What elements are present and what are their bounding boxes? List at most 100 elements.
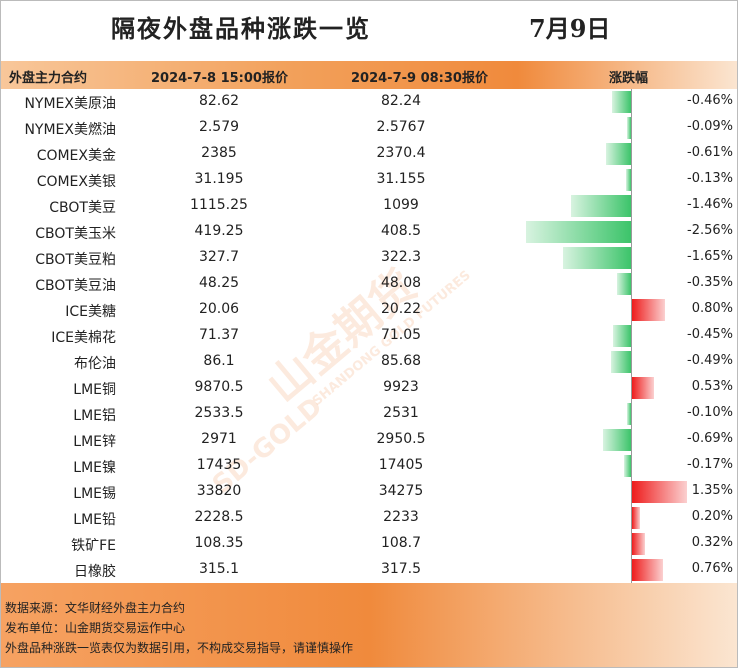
price-prev: 108.35 bbox=[194, 535, 244, 551]
zero-axis bbox=[631, 89, 632, 583]
change-bar bbox=[632, 299, 665, 321]
price-now: 34275 bbox=[378, 483, 424, 499]
change-label: 0.76% bbox=[691, 561, 733, 576]
footer-line: 外盘品种涨跌一览表仅为数据引用，不构成交易指导，请谨慎操作 bbox=[5, 641, 354, 655]
price-now: 2370.4 bbox=[376, 145, 426, 161]
price-now: 2950.5 bbox=[376, 431, 426, 447]
price-prev: 33820 bbox=[196, 483, 242, 499]
row-name: LME锌 bbox=[73, 434, 116, 450]
change-label: 0.80% bbox=[691, 301, 733, 316]
row-name: NYMEX美原油 bbox=[24, 96, 116, 112]
row-name: LME铝 bbox=[73, 408, 116, 424]
change-bar bbox=[632, 377, 654, 399]
column-header: 外盘主力合约 bbox=[9, 71, 88, 86]
change-bar bbox=[605, 143, 631, 165]
row-name: CBOT美豆粕 bbox=[35, 252, 116, 268]
price-now: 2.5767 bbox=[376, 119, 426, 135]
price-prev: 31.195 bbox=[194, 171, 244, 187]
row-name: LME镍 bbox=[73, 460, 116, 476]
price-now: 85.68 bbox=[380, 353, 422, 369]
row-name: ICE美糖 bbox=[65, 304, 116, 320]
row-name: LME铅 bbox=[73, 512, 116, 528]
price-prev: 2385 bbox=[201, 145, 237, 161]
change-bar bbox=[526, 221, 631, 243]
price-now: 17405 bbox=[378, 457, 424, 473]
change-bar bbox=[602, 429, 631, 451]
column-header: 2024-7-8 15:00报价 bbox=[151, 71, 288, 86]
price-prev: 315.1 bbox=[198, 561, 240, 577]
row-name: NYMEX美燃油 bbox=[24, 122, 116, 138]
change-bar bbox=[571, 195, 631, 217]
price-prev: 17435 bbox=[196, 457, 242, 473]
change-bar bbox=[632, 507, 641, 529]
change-label: -1.46% bbox=[687, 197, 733, 212]
price-now: 2531 bbox=[383, 405, 419, 421]
change-label: -0.10% bbox=[687, 405, 733, 420]
price-now: 71.05 bbox=[380, 327, 422, 343]
price-now: 2233 bbox=[383, 509, 419, 525]
price-prev: 82.62 bbox=[198, 93, 240, 109]
change-bar bbox=[625, 169, 631, 191]
change-label: -1.65% bbox=[687, 249, 733, 264]
price-now: 322.3 bbox=[380, 249, 422, 265]
price-prev: 419.25 bbox=[194, 223, 244, 239]
row-name: CBOT美豆油 bbox=[35, 278, 116, 294]
change-label: -0.45% bbox=[687, 327, 733, 342]
price-prev: 1115.25 bbox=[190, 197, 248, 213]
price-prev: 2971 bbox=[201, 431, 237, 447]
footer-line: 发布单位：山金期货交易运作中心 bbox=[5, 621, 186, 635]
row-name: COMEX美银 bbox=[36, 174, 116, 190]
change-label: -0.46% bbox=[687, 93, 733, 108]
price-prev: 327.7 bbox=[198, 249, 240, 265]
change-bar bbox=[627, 117, 631, 139]
change-bar bbox=[616, 273, 631, 295]
price-prev: 9870.5 bbox=[194, 379, 244, 395]
change-label: -0.49% bbox=[687, 353, 733, 368]
price-now: 31.155 bbox=[376, 171, 426, 187]
change-label: -0.13% bbox=[687, 171, 733, 186]
price-prev: 71.37 bbox=[198, 327, 240, 343]
header-row bbox=[1, 61, 737, 89]
change-label: -0.69% bbox=[687, 431, 733, 446]
row-name: CBOT美豆 bbox=[49, 200, 116, 216]
row-name: LME铜 bbox=[73, 382, 116, 398]
row-name: 布伦油 bbox=[74, 356, 116, 372]
price-now: 82.24 bbox=[380, 93, 422, 109]
change-bar bbox=[632, 559, 664, 581]
row-name: 铁矿FE bbox=[71, 538, 116, 554]
price-prev: 2533.5 bbox=[194, 405, 244, 421]
column-header: 2024-7-9 08:30报价 bbox=[351, 71, 488, 86]
price-now: 48.08 bbox=[380, 275, 422, 291]
price-now: 1099 bbox=[383, 197, 419, 213]
change-bar bbox=[632, 481, 688, 503]
price-prev: 86.1 bbox=[203, 353, 235, 369]
price-now: 108.7 bbox=[380, 535, 422, 551]
date: 7月9日 bbox=[529, 14, 611, 43]
price-now: 408.5 bbox=[380, 223, 422, 239]
change-bar bbox=[563, 247, 631, 269]
price-now: 9923 bbox=[383, 379, 419, 395]
row-name: CBOT美玉米 bbox=[35, 226, 116, 242]
footer bbox=[1, 583, 737, 667]
change-bar bbox=[612, 325, 631, 347]
footer-line: 数据来源：文华财经外盘主力合约 bbox=[5, 601, 186, 615]
price-now: 317.5 bbox=[380, 561, 422, 577]
change-label: 0.53% bbox=[691, 379, 733, 394]
row-name: COMEX美金 bbox=[36, 148, 116, 164]
row-name: LME锡 bbox=[73, 486, 116, 502]
row-name: ICE美棉花 bbox=[51, 330, 116, 346]
change-label: 0.20% bbox=[691, 509, 733, 524]
price-prev: 2.579 bbox=[198, 119, 240, 135]
change-label: -0.35% bbox=[687, 275, 733, 290]
change-label: -0.17% bbox=[687, 457, 733, 472]
row-name: 日橡胶 bbox=[74, 564, 116, 580]
change-bar bbox=[612, 91, 631, 113]
change-label: 0.32% bbox=[691, 535, 733, 550]
change-label: -0.09% bbox=[687, 119, 733, 134]
column-header: 涨跌幅 bbox=[609, 71, 649, 86]
change-bar bbox=[624, 455, 631, 477]
change-label: 1.35% bbox=[691, 483, 733, 498]
change-bar bbox=[610, 351, 631, 373]
change-label: -0.61% bbox=[687, 145, 733, 160]
